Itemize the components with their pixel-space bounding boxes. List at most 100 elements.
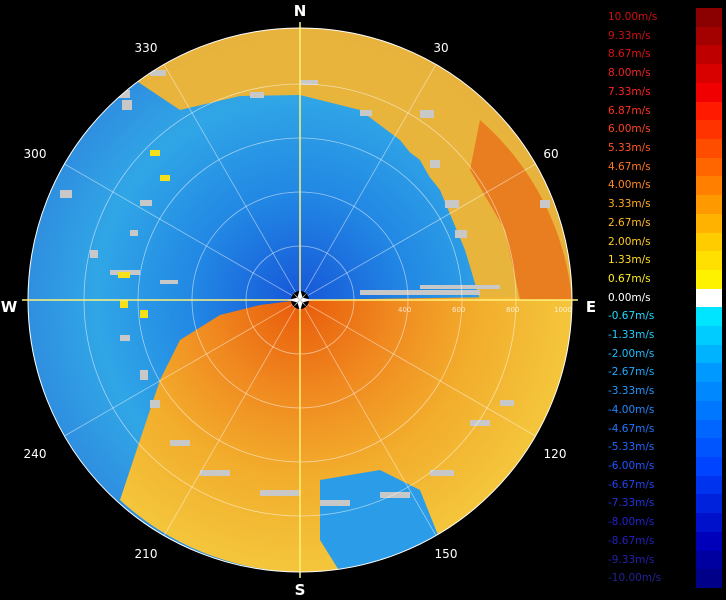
- legend-row: 1.33m/s: [604, 251, 722, 270]
- legend-label: 6.00m/s: [608, 123, 651, 136]
- legend-swatch: [696, 157, 722, 177]
- legend-swatch: [696, 251, 722, 270]
- legend-row: 4.67m/s: [604, 157, 722, 177]
- legend-row: 4.00m/s: [604, 176, 722, 196]
- legend-row: -1.33m/s: [604, 326, 722, 345]
- legend-label: 7.33m/s: [608, 85, 651, 98]
- compass-label-north: N: [294, 2, 307, 20]
- legend-swatch: [696, 344, 722, 364]
- legend-row: -0.67m/s: [604, 307, 722, 327]
- legend-label: -7.33m/s: [608, 497, 655, 510]
- legend-row: 8.00m/s: [604, 64, 722, 83]
- spoke-30: [299, 64, 437, 301]
- legend-swatch: [696, 64, 722, 83]
- legend-row: 0.00m/s: [604, 288, 722, 308]
- legend-swatch: [696, 213, 722, 233]
- legend-swatch: [696, 494, 722, 514]
- bearing-label-300: 300: [24, 147, 47, 161]
- legend-label: 5.33m/s: [608, 141, 651, 154]
- legend-row: -5.33m/s: [604, 438, 722, 458]
- bearing-label-30: 30: [433, 41, 448, 55]
- radar-ppi-display: 400 600 800 1000 N S E W 30 60 120 150 2…: [1, 2, 596, 599]
- legend-label: -5.33m/s: [608, 441, 655, 454]
- compass-label-south: S: [295, 581, 306, 599]
- legend-row: -2.00m/s: [604, 344, 722, 364]
- legend-swatch: [696, 438, 722, 458]
- receding-velocity-east-core: [470, 120, 572, 300]
- legend-label: 4.67m/s: [608, 160, 651, 173]
- legend-label: -2.67m/s: [608, 366, 655, 379]
- legend-label: 2.00m/s: [608, 235, 651, 248]
- receding-velocity-lobe: [120, 296, 572, 572]
- legend-swatch: [696, 176, 722, 196]
- legend-swatch: [696, 419, 722, 439]
- legend-label: 2.67m/s: [608, 216, 651, 229]
- legend-row: -10.00m/s: [604, 569, 722, 588]
- legend-swatch: [696, 45, 722, 65]
- range-labels: 400 600 800 1000: [398, 306, 572, 314]
- compass-label-west: W: [1, 298, 18, 316]
- legend-label: 0.00m/s: [608, 291, 651, 304]
- legend-swatch: [696, 288, 722, 308]
- legend-label: -6.67m/s: [608, 478, 655, 491]
- legend-row: 6.00m/s: [604, 120, 722, 139]
- bearing-label-150: 150: [435, 547, 458, 561]
- legend-swatch: [696, 232, 722, 252]
- legend-label: 10.00m/s: [608, 11, 658, 23]
- legend-label: -0.67m/s: [608, 310, 655, 323]
- legend-swatch: [696, 400, 722, 420]
- legend-swatch: [696, 82, 722, 102]
- legend-swatch: [696, 138, 722, 158]
- legend-label: -2.00m/s: [608, 347, 655, 360]
- legend-label: 8.67m/s: [608, 48, 651, 61]
- legend-swatch: [696, 382, 722, 401]
- legend-swatch: [696, 326, 722, 345]
- legend-label: 1.33m/s: [608, 254, 651, 267]
- legend-row: -9.33m/s: [604, 550, 722, 570]
- legend-label: -4.67m/s: [608, 422, 655, 435]
- spoke-300: [64, 163, 301, 301]
- legend-label: -6.00m/s: [608, 460, 655, 473]
- legend-swatch: [696, 569, 722, 588]
- bearing-label-60: 60: [543, 147, 558, 161]
- legend-label: -1.33m/s: [608, 329, 655, 342]
- legend-row: 2.67m/s: [604, 213, 722, 233]
- spoke-210: [163, 299, 301, 536]
- legend-row: -8.67m/s: [604, 531, 722, 551]
- legend-label: 4.00m/s: [608, 179, 651, 192]
- spoke-330: [163, 64, 301, 301]
- spoke-60: [299, 163, 536, 301]
- range-label-600: 600: [452, 306, 465, 314]
- legend-swatch: [696, 101, 722, 121]
- spoke-150: [299, 299, 437, 536]
- legend-swatch: [696, 307, 722, 327]
- velocity-field: [28, 28, 572, 572]
- bearing-label-210: 210: [135, 547, 158, 561]
- approaching-velocity-inner: [180, 108, 472, 300]
- legend-label: -3.33m/s: [608, 385, 655, 398]
- legend-label: 3.33m/s: [608, 198, 651, 211]
- legend-label: -8.00m/s: [608, 516, 655, 529]
- compass-rose-icon: [288, 288, 312, 312]
- legend-row: -2.67m/s: [604, 363, 722, 383]
- legend-row: -3.33m/s: [604, 382, 722, 401]
- legend-row: 3.33m/s: [604, 195, 722, 214]
- legend-label: -4.00m/s: [608, 403, 655, 416]
- azimuth-spokes: [64, 64, 536, 536]
- legend-swatch: [696, 531, 722, 551]
- legend-row: -4.67m/s: [604, 419, 722, 439]
- legend-row: 9.33m/s: [604, 26, 722, 46]
- legend-label: -9.33m/s: [608, 553, 655, 566]
- legend-row: 0.67m/s: [604, 269, 722, 289]
- legend-swatch: [696, 8, 722, 27]
- legend-label: 9.33m/s: [608, 29, 651, 42]
- spoke-120: [299, 299, 536, 437]
- legend-row: 7.33m/s: [604, 82, 722, 102]
- legend-label: -8.67m/s: [608, 534, 655, 547]
- legend-swatch: [696, 120, 722, 139]
- bearing-label-330: 330: [135, 41, 158, 55]
- legend-swatch: [696, 363, 722, 383]
- legend-row: 2.00m/s: [604, 232, 722, 252]
- range-label-800: 800: [506, 306, 519, 314]
- legend-row: 6.87m/s: [604, 101, 722, 121]
